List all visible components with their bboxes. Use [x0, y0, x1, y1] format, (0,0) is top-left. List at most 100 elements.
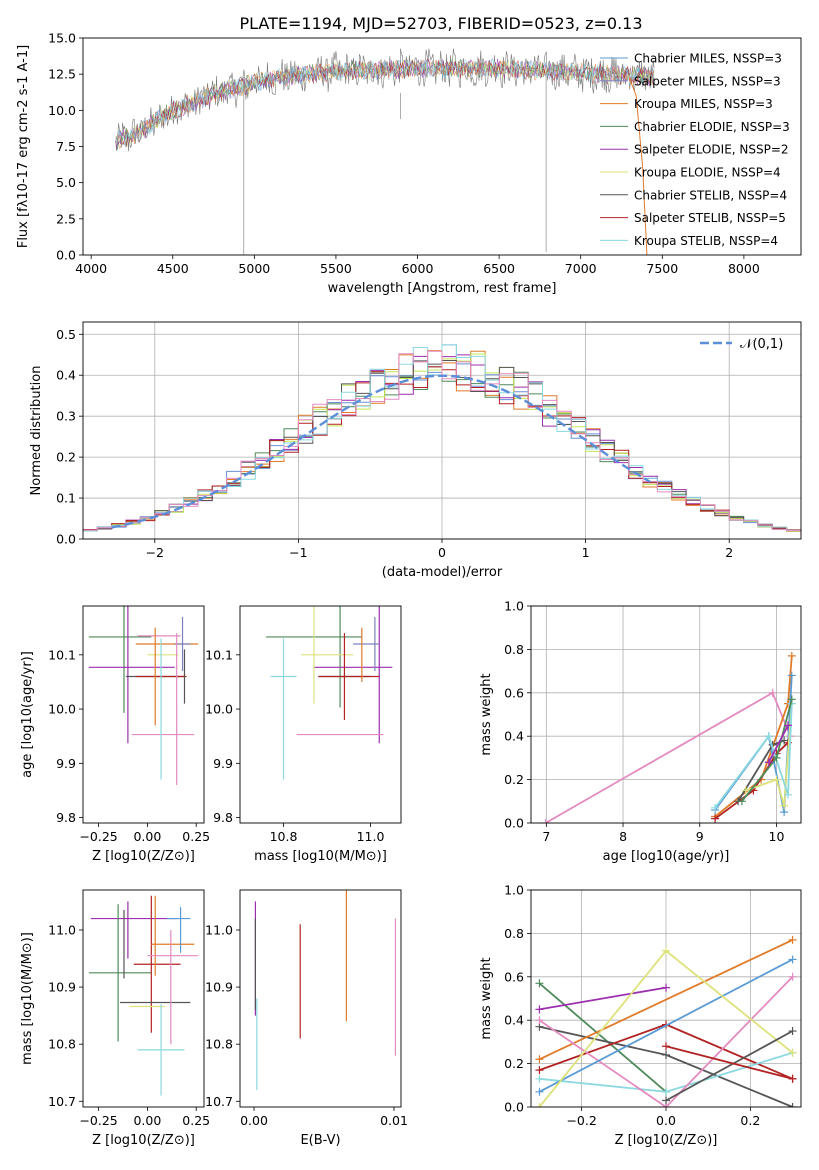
x-tick-label: 8: [619, 829, 627, 844]
y-tick-label: 1.0: [504, 599, 524, 614]
x-tick-label: 2: [725, 545, 733, 560]
y-tick-label: 0.0: [504, 1100, 524, 1115]
y-tick-label: 10.8: [205, 1037, 233, 1052]
weight-line: [539, 986, 667, 1011]
weight-marker: [662, 946, 670, 955]
x-axis-label: (data-model)/error: [382, 565, 503, 580]
x-tick-label: 7: [542, 829, 550, 844]
x-tick-label: 10: [769, 829, 785, 844]
weight-marker: [535, 1055, 544, 1064]
weight-marker: [741, 786, 750, 795]
histogram-group: [83, 344, 801, 534]
weight-marker: [662, 983, 670, 992]
x-tick-label: 4500: [157, 261, 189, 276]
y-tick-label: 0.4: [504, 1013, 524, 1028]
weight-marker: [737, 797, 746, 806]
mass-vs-Z-panel: −0.25 0.00 0.25 10.7 10.8 10.9 11.0 Z [log10(Z/…: [20, 889, 210, 1148]
mass-vs-ebv-panel: 0.00 0.01 10.7 10.8 10.9 11.0 E(B-V): [205, 889, 408, 1148]
y-tick-label: 9.8: [56, 810, 76, 825]
weight-marker: [780, 801, 789, 810]
y-axis-label: mass weight: [479, 673, 494, 755]
y-tick-label: 0.4: [56, 368, 76, 383]
y-tick-label: 10.0: [48, 702, 76, 717]
y-tick-label: 10.9: [205, 980, 233, 995]
weight-marker: [783, 790, 792, 799]
y-tick-label: 10.7: [48, 1094, 76, 1109]
x-axis-label: wavelength [Angstrom, rest frame]: [328, 281, 557, 296]
x-tick-label: 6500: [483, 261, 515, 276]
y-axis-label: Normed distribution: [29, 366, 44, 496]
weight-line: [538, 958, 794, 1093]
errorbar-group: [266, 606, 393, 780]
x-axis-label: Z [log10(Z/Z⊙)]: [92, 849, 195, 864]
y-tick-label: 1.0: [504, 883, 524, 898]
spectrum-series-line: [115, 58, 655, 148]
weight-line: [665, 1030, 794, 1102]
y-tick-label: 10.7: [205, 1094, 233, 1109]
axes-frame: [82, 321, 802, 540]
weight-line: [538, 976, 794, 1107]
y-tick-label: 0.8: [504, 642, 524, 657]
y-tick-label: 15.0: [48, 31, 76, 46]
weight-marker: [535, 1066, 544, 1075]
x-tick-label: −0.25: [79, 829, 117, 844]
legend-entry: Salpeter STELIB, NSSP=5: [634, 211, 786, 225]
weight-line: [768, 724, 789, 763]
spectrum-tail: [629, 78, 648, 255]
y-tick-label: 7.5: [56, 139, 76, 154]
x-tick-label: 6000: [402, 261, 434, 276]
legend-entry: Chabrier MILES, NSSP=3: [634, 52, 782, 66]
age-vs-mass-panel: 10.8 11.0 9.8 9.9 10.0 10.1 mass [log10(M/M⊙)]: [205, 605, 402, 864]
panels-group: 4000 4500 5000 5500 6000 6500 7000 7500 8000 0.0 2…: [16, 31, 802, 1148]
figure-title: PLATE=1194, MJD=52703, FIBERID=0523, z=0…: [239, 14, 642, 33]
weight-marker: [772, 775, 781, 784]
axes-frame: [82, 37, 802, 256]
weight-line: [714, 703, 793, 809]
axes-frame: [82, 605, 205, 824]
weight-line: [745, 703, 793, 806]
weight-marker: [541, 819, 550, 823]
axes-frame: [530, 889, 802, 1108]
y-tick-label: 10.9: [48, 980, 76, 995]
weight-marker: [783, 721, 792, 730]
y-tick-label: 10.8: [48, 1037, 76, 1052]
histogram-series: [83, 350, 801, 534]
x-tick-label: 5000: [238, 261, 270, 276]
weight-marker: [787, 651, 796, 660]
x-tick-label: 5500: [320, 261, 352, 276]
line-group: [535, 935, 797, 1107]
weight-marker: [662, 1042, 670, 1051]
y-axis-label: Flux [fλ10-17 erg cm-2 s-1 A-1]: [16, 45, 31, 248]
y-tick-label: 10.0: [48, 103, 76, 118]
x-tick-label: 0.2: [740, 1113, 760, 1128]
axes-frame: [530, 605, 802, 824]
legend-entry: Chabrier STELIB, NSSP=4: [634, 188, 787, 202]
legend-entry: Salpeter ELODIE, NSSP=2: [634, 143, 789, 157]
weight-vs-age-panel: 7 8 9 10 0.0 0.2 0.4 0.6 0.8 1.0 age [log10(age/yr…: [479, 599, 802, 864]
axes-frame: [239, 605, 402, 824]
y-tick-label: 0.0: [56, 248, 76, 263]
x-tick-label: 7000: [565, 261, 597, 276]
x-tick-label: 8000: [728, 261, 760, 276]
y-tick-label: 9.8: [213, 810, 233, 825]
weight-vs-Z-panel: −0.2 0.0 0.2 0.0 0.2 0.4 0.6 0.8 1.0 Z [log10(Z/Z…: [479, 883, 802, 1148]
weight-marker: [788, 1048, 797, 1057]
x-axis-label: E(B-V): [300, 1133, 340, 1148]
spectrum-panel: 4000 4500 5000 5500 6000 6500 7000 7500 8000 0.0 2…: [16, 31, 802, 296]
x-axis-label: mass [log10(M/M⊙)]: [254, 849, 387, 864]
x-tick-label: 9: [696, 829, 704, 844]
y-axis-label: age [log10(age/yr)]: [20, 651, 35, 778]
weight-marker: [662, 1096, 670, 1105]
y-tick-label: 9.9: [56, 756, 76, 771]
weight-marker: [772, 753, 781, 762]
y-tick-label: 0.5: [56, 327, 76, 342]
y-tick-label: 0.3: [56, 409, 76, 424]
x-tick-label: 0.00: [240, 1113, 268, 1128]
x-tick-label: 7500: [646, 261, 678, 276]
x-tick-label: −1: [289, 545, 307, 560]
weight-marker: [535, 1074, 544, 1083]
x-tick-label: 11.0: [357, 829, 385, 844]
y-tick-label: 10.0: [205, 702, 233, 717]
weight-marker: [788, 1103, 797, 1107]
y-tick-label: 0.2: [56, 450, 76, 465]
